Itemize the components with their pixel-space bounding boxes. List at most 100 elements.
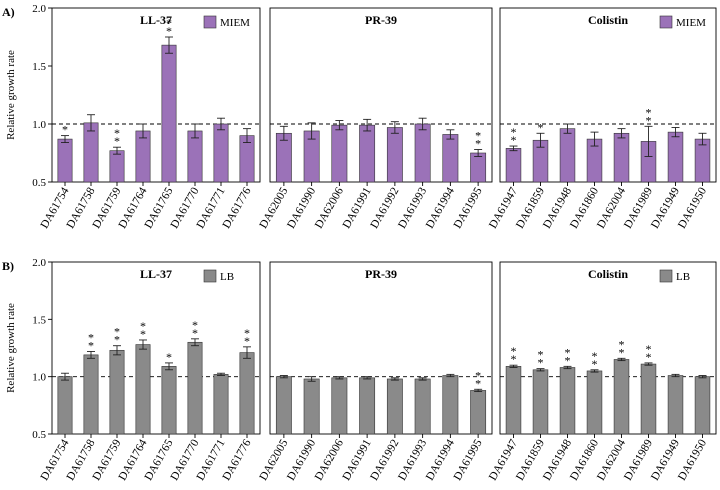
bar	[505, 366, 522, 435]
bar	[161, 44, 177, 183]
bar	[559, 128, 576, 183]
legend-swatch	[203, 269, 217, 283]
x-tick-label: DA61995	[452, 437, 485, 482]
chart-title: Colistin	[588, 267, 628, 281]
bar	[275, 376, 292, 435]
bar	[470, 152, 487, 183]
significance-mark: * *	[140, 319, 146, 341]
bar	[414, 378, 431, 435]
significance-mark: * *	[538, 348, 544, 370]
panel-label: B)	[2, 259, 14, 273]
bar	[442, 375, 459, 435]
bar	[135, 344, 151, 435]
chart-title: Colistin	[588, 13, 628, 27]
bar	[57, 376, 73, 435]
bar	[640, 363, 657, 435]
significance-mark: * *	[646, 105, 652, 127]
significance-mark: * *	[565, 345, 571, 367]
legend: LB	[203, 269, 234, 283]
bar	[109, 150, 125, 183]
bar	[613, 359, 630, 435]
plot-frame	[269, 261, 493, 435]
bar	[559, 367, 576, 435]
y-tick-label: 1.5	[32, 61, 46, 73]
chart-title: PR-39	[365, 13, 397, 27]
legend: MIEM	[659, 15, 706, 29]
chart-panel-4: PR-39DA62005DA61990DA62006DA61991DA61992…	[257, 261, 493, 483]
y-tick-label: 2.0	[32, 3, 46, 15]
significance-mark: * *	[192, 318, 198, 340]
bar	[667, 131, 684, 183]
bar	[386, 378, 403, 435]
significance-mark: * *	[166, 16, 172, 38]
bar	[239, 352, 255, 435]
significance-mark: * *	[475, 129, 481, 151]
chart-title: LL-37	[140, 13, 172, 27]
panel-label: A)	[2, 5, 15, 19]
plot-frame	[51, 7, 261, 183]
legend-label: MIEM	[220, 17, 250, 29]
bar	[187, 130, 203, 183]
bar	[109, 349, 125, 435]
bar	[414, 123, 431, 183]
bar	[359, 124, 376, 183]
bar	[532, 369, 549, 435]
y-tick-label: 1.0	[32, 119, 46, 131]
bar	[359, 377, 376, 435]
legend: LB	[659, 269, 690, 283]
y-tick-label: 2.0	[32, 257, 46, 269]
bar	[187, 341, 203, 435]
significance-mark: *	[538, 120, 544, 134]
bar	[667, 375, 684, 435]
bar	[83, 354, 99, 435]
plot-frame	[269, 7, 493, 183]
bar	[213, 374, 229, 435]
y-axis-label: Relative growth rate	[5, 50, 17, 140]
legend-label: LB	[220, 271, 234, 283]
significance-mark: * *	[619, 337, 625, 359]
y-axis-label: Relative growth rate	[5, 303, 17, 393]
significance-mark: *	[62, 123, 68, 137]
significance-mark: * *	[511, 344, 517, 366]
bar	[83, 122, 99, 183]
bar	[331, 377, 348, 435]
y-tick-label: 0.5	[32, 429, 46, 441]
significance-mark: * *	[475, 368, 481, 390]
bar	[442, 134, 459, 183]
bar	[505, 148, 522, 183]
bar	[57, 138, 73, 183]
plot-frame	[499, 261, 717, 435]
chart-title: PR-39	[365, 267, 397, 281]
plot-frame	[51, 261, 261, 435]
significance-mark: * *	[88, 330, 94, 352]
significance-mark: * *	[244, 326, 250, 348]
x-tick-label: DA61995	[452, 185, 485, 230]
bar	[470, 390, 487, 435]
legend: MIEM	[203, 15, 250, 29]
bar	[161, 366, 177, 435]
plot-frame	[499, 7, 717, 183]
y-tick-label: 0.5	[32, 177, 46, 189]
significance-mark: * *	[511, 125, 517, 147]
legend-swatch	[659, 15, 673, 29]
significance-mark: * *	[114, 126, 120, 148]
bar	[135, 130, 151, 183]
significance-mark: * *	[646, 342, 652, 364]
chart-panel-2: Colistin* *DA61947*DA61859DA61948DA61860D…	[487, 7, 717, 231]
bar	[613, 132, 630, 183]
legend-swatch	[203, 15, 217, 29]
y-tick-label: 1.0	[32, 372, 46, 384]
bar	[213, 123, 229, 183]
chart-panel-1: PR-39DA62005DA61990DA62006DA61991DA61992…	[257, 7, 493, 231]
significance-mark: *	[166, 350, 172, 364]
chart-panel-5: Colistin* *DA61947* *DA61859* *DA61948* *DA6…	[487, 261, 717, 483]
bar	[303, 378, 320, 435]
bar	[586, 370, 603, 435]
bar	[694, 376, 711, 435]
chart-title: LL-37	[140, 267, 172, 281]
significance-mark: * *	[114, 325, 120, 347]
legend-swatch	[659, 269, 673, 283]
legend-label: MIEM	[676, 17, 706, 29]
